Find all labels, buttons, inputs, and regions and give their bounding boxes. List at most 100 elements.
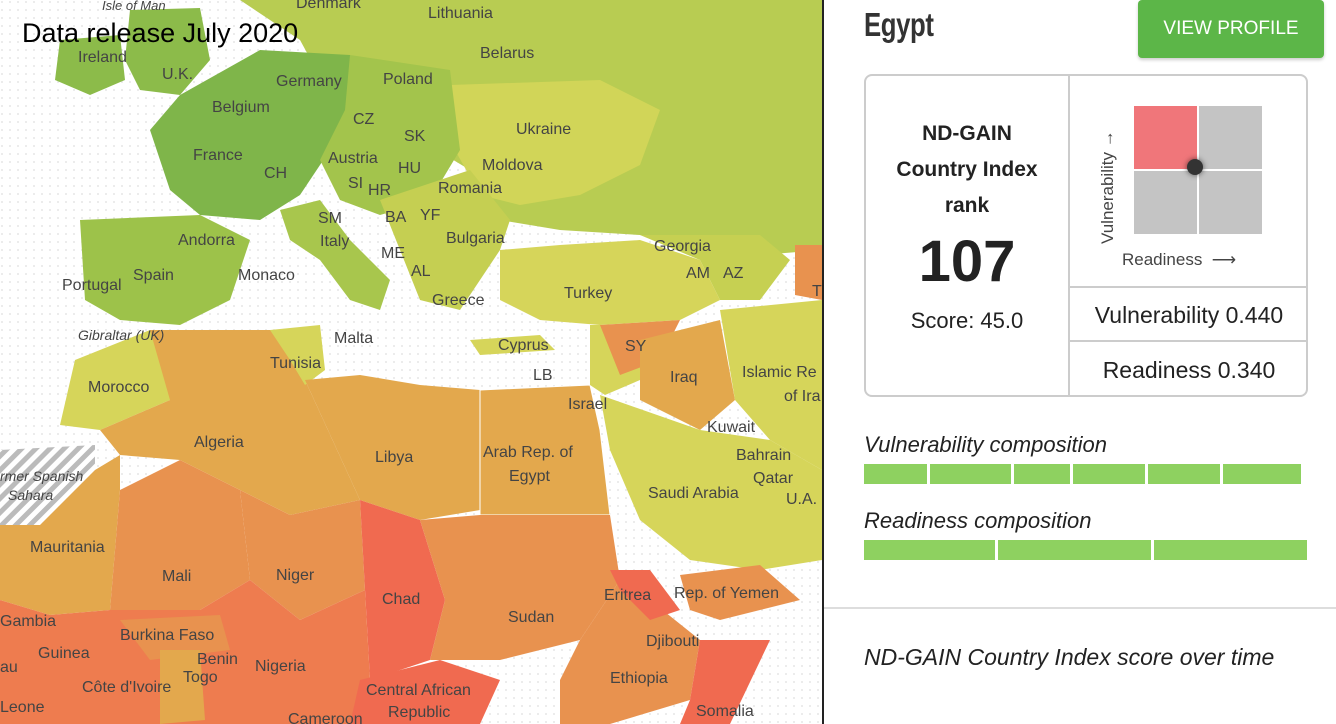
vulnerability-segment[interactable] bbox=[1014, 464, 1070, 484]
region-yemen[interactable] bbox=[680, 565, 800, 620]
region-italy[interactable] bbox=[280, 200, 390, 310]
region-car[interactable] bbox=[350, 660, 500, 724]
label-ukraine: Ukraine bbox=[516, 121, 571, 138]
label-ba: BA bbox=[385, 209, 407, 226]
arrow-up-icon: → bbox=[1098, 130, 1117, 148]
label-car: Central African bbox=[366, 682, 471, 699]
region-ireland[interactable] bbox=[55, 35, 125, 95]
world-map[interactable]: Isle of Man Denmark Lithuania Ireland U.… bbox=[0, 0, 822, 724]
label-austria: Austria bbox=[328, 150, 378, 167]
region-saudi[interactable] bbox=[600, 395, 822, 570]
label-denmark: Denmark bbox=[296, 0, 362, 12]
label-egypt-2: Egypt bbox=[509, 468, 550, 485]
quadrant-top-left bbox=[1134, 106, 1197, 169]
label-hu: HU bbox=[398, 160, 421, 177]
vulnerability-segment[interactable] bbox=[1073, 464, 1145, 484]
label-somalia: Somalia bbox=[696, 703, 754, 720]
label-sudan: Sudan bbox=[508, 609, 554, 626]
region-iraq[interactable] bbox=[640, 320, 735, 430]
readiness-segment[interactable] bbox=[998, 540, 1151, 560]
label-moldova: Moldova bbox=[482, 157, 543, 174]
region-libya[interactable] bbox=[305, 375, 480, 520]
rank-label-line3: rank bbox=[944, 194, 990, 217]
readiness-segment[interactable] bbox=[864, 540, 995, 560]
region-uk[interactable] bbox=[125, 8, 210, 95]
region-western-sahara[interactable] bbox=[0, 445, 95, 525]
score-text: Score: 45.0 bbox=[910, 308, 1024, 333]
region-horn[interactable] bbox=[560, 580, 700, 724]
vulnerability-segment[interactable] bbox=[1148, 464, 1220, 484]
label-egypt: Arab Rep. of bbox=[483, 444, 573, 461]
label-sm: SM bbox=[318, 210, 342, 227]
view-profile-button[interactable]: VIEW PROFILE bbox=[1138, 0, 1324, 58]
rank-label-line1: ND-GAIN bbox=[922, 122, 1012, 145]
label-tunisia: Tunisia bbox=[270, 355, 321, 372]
label-western-sahara-2: Sahara bbox=[8, 487, 53, 503]
region-somalia[interactable] bbox=[680, 640, 770, 724]
region-eritrea[interactable] bbox=[610, 570, 680, 620]
label-cameroon: Cameroon bbox=[288, 711, 363, 724]
region-ukraine[interactable] bbox=[450, 80, 660, 205]
label-bahrain: Bahrain bbox=[736, 447, 791, 464]
label-morocco: Morocco bbox=[88, 379, 149, 396]
label-sk: SK bbox=[404, 128, 426, 145]
label-car-2: Republic bbox=[388, 704, 450, 721]
vulnerability-composition-bar[interactable] bbox=[864, 464, 1308, 484]
quadrant-grid bbox=[1134, 106, 1266, 238]
readiness-segment[interactable] bbox=[1154, 540, 1307, 560]
region-benin-togo[interactable] bbox=[160, 650, 205, 724]
region-algeria[interactable] bbox=[100, 330, 360, 515]
region-chad[interactable] bbox=[360, 500, 445, 680]
label-guinea: Guinea bbox=[38, 645, 90, 662]
rank-label: ND-GAIN Country Index rank bbox=[866, 116, 1068, 224]
region-iran[interactable] bbox=[720, 300, 822, 470]
region-iberia[interactable] bbox=[80, 215, 250, 325]
label-burkina: Burkina Faso bbox=[120, 627, 214, 644]
region-balkans[interactable] bbox=[380, 170, 510, 310]
vulnerability-segment[interactable] bbox=[1223, 464, 1301, 484]
region-mauritania[interactable] bbox=[0, 455, 120, 615]
vulnerability-segment[interactable] bbox=[864, 464, 927, 484]
vulnerability-axis-label: Vulnerability → bbox=[1098, 130, 1117, 244]
label-romania: Romania bbox=[438, 180, 502, 197]
region-turkey[interactable] bbox=[500, 240, 720, 325]
region-caspian-strip[interactable] bbox=[795, 245, 822, 300]
region-central-europe[interactable] bbox=[320, 55, 460, 215]
label-italy: Italy bbox=[320, 233, 349, 250]
label-cote-divoire: Côte d'Ivoire bbox=[82, 679, 171, 696]
region-niger[interactable] bbox=[240, 490, 365, 620]
label-mali: Mali bbox=[162, 568, 191, 585]
readiness-value: Readiness 0.340 bbox=[1102, 357, 1276, 383]
index-card: ND-GAIN Country Index rank 107 Score: 45… bbox=[864, 74, 1308, 397]
label-cyprus: Cyprus bbox=[498, 337, 549, 354]
region-cyprus[interactable] bbox=[470, 335, 555, 355]
label-iran-2: of Ira bbox=[784, 388, 821, 405]
region-tunisia[interactable] bbox=[270, 325, 325, 385]
label-france: France bbox=[193, 147, 243, 164]
country-position-dot bbox=[1187, 159, 1203, 175]
label-niger: Niger bbox=[276, 567, 315, 584]
region-burkina[interactable] bbox=[120, 615, 230, 660]
region-sudan[interactable] bbox=[420, 515, 620, 660]
region-caucasus[interactable] bbox=[640, 235, 790, 300]
region-western-europe[interactable] bbox=[150, 50, 360, 220]
label-djibouti: Djibouti bbox=[646, 633, 699, 650]
quadrant-bottom-left bbox=[1134, 171, 1197, 234]
quadrant-bottom-right bbox=[1199, 171, 1262, 234]
label-t-cut: T bbox=[812, 283, 822, 300]
region-egypt[interactable] bbox=[479, 384, 611, 516]
readiness-composition-label: Readiness composition bbox=[864, 508, 1092, 533]
readiness-composition-bar[interactable] bbox=[864, 540, 1308, 560]
label-libya: Libya bbox=[375, 449, 413, 466]
map-canvas[interactable]: Isle of Man Denmark Lithuania Ireland U.… bbox=[0, 0, 822, 724]
label-saudi: Saudi Arabia bbox=[648, 485, 739, 502]
map-labels: Isle of Man Denmark Lithuania Ireland U.… bbox=[0, 0, 822, 724]
label-sy: SY bbox=[625, 338, 647, 355]
label-kuwait: Kuwait bbox=[707, 419, 756, 436]
country-title: Egypt bbox=[864, 6, 934, 43]
label-benin: Benin bbox=[197, 651, 238, 668]
rank-column: ND-GAIN Country Index rank 107 Score: 45… bbox=[866, 76, 1070, 395]
region-mali[interactable] bbox=[110, 460, 250, 610]
vulnerability-segment[interactable] bbox=[930, 464, 1011, 484]
label-iraq: Iraq bbox=[670, 369, 698, 386]
